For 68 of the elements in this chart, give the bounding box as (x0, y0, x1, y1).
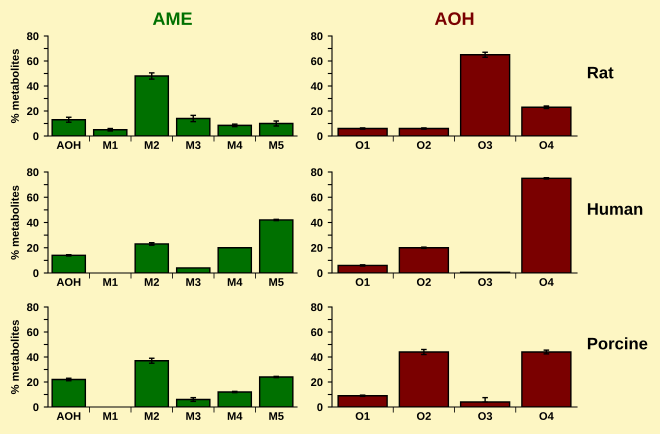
x-tick-label: M1 (103, 412, 118, 420)
x-tick-label: M3 (186, 412, 201, 420)
text: Porcine (588, 337, 648, 350)
text: Human (588, 203, 642, 215)
y-tick-label: 20 (27, 244, 39, 252)
y-axis-title: % metabolites (10, 49, 19, 124)
x-tick-label: O2 (416, 412, 431, 420)
y-tick-label: 0 (317, 132, 323, 140)
x-tick-label: O3 (478, 412, 492, 420)
y-tick-label: 80 (310, 32, 323, 40)
x-tick-label: O4 (539, 278, 554, 286)
x-tick-label: M3 (186, 278, 201, 286)
x-tick-label: O2 (416, 141, 431, 150)
x-tick-label: O4 (539, 412, 554, 420)
x-tick-label: M4 (228, 412, 242, 420)
y-tick-label: 40 (26, 353, 39, 362)
y-tick-label: 60 (311, 328, 323, 336)
y-tick-label: 0 (317, 269, 323, 278)
x-tick-label: AOH (56, 278, 80, 286)
x-tick-label: M5 (269, 141, 284, 150)
y-tick-label: 0 (33, 269, 39, 278)
y-tick-label: 60 (27, 328, 39, 336)
x-tick-label: O4 (539, 141, 554, 150)
x-tick-label: O1 (356, 278, 370, 286)
x-tick-label: O1 (356, 412, 370, 420)
y-tick-label: 60 (311, 57, 323, 66)
y-tick-label: 20 (311, 107, 323, 116)
y-axis-title: % metabolites (10, 186, 19, 260)
x-tick-label: M4 (228, 278, 242, 286)
x-tick-label: M3 (186, 141, 201, 150)
y-tick-label: 60 (311, 194, 323, 202)
x-tick-label: O3 (478, 278, 492, 286)
x-tick-label: M1 (103, 278, 118, 286)
y-tick-label: 0 (33, 132, 39, 140)
y-tick-label: 40 (310, 353, 323, 362)
y-tick-label: 20 (311, 378, 323, 386)
y-axis-title: % metabolites (10, 320, 19, 394)
y-tick-label: 80 (26, 32, 39, 40)
y-tick-label: 80 (26, 168, 39, 176)
y-tick-label: 60 (27, 57, 39, 66)
y-tick-label: 80 (26, 303, 39, 312)
x-tick-label: O3 (478, 141, 492, 150)
x-tick-label: M1 (103, 141, 118, 149)
text: Rat (588, 66, 614, 78)
y-tick-label: 60 (27, 194, 39, 202)
y-tick-label: 80 (310, 303, 323, 312)
x-tick-label: AOH (56, 412, 80, 420)
x-tick-label: M4 (228, 141, 242, 149)
x-tick-label: M2 (144, 141, 160, 149)
x-tick-label: M2 (144, 412, 160, 420)
x-tick-label: M5 (269, 412, 284, 420)
y-tick-label: 40 (26, 218, 39, 227)
x-tick-label: O1 (356, 141, 370, 150)
y-tick-label: 0 (33, 403, 39, 412)
y-tick-label: 40 (26, 82, 39, 90)
x-tick-label: AOH (56, 141, 80, 150)
chart-title: AOH (434, 12, 474, 26)
y-tick-label: 40 (310, 82, 323, 90)
x-tick-label: M2 (144, 278, 160, 286)
y-tick-label: 20 (27, 378, 39, 386)
x-tick-label: O2 (416, 278, 431, 286)
x-tick-label: M5 (269, 278, 284, 286)
chart-title: AME (152, 12, 192, 25)
y-tick-label: 20 (311, 244, 323, 252)
y-tick-label: 80 (310, 168, 323, 176)
y-tick-label: 40 (310, 218, 323, 227)
y-tick-label: 20 (27, 107, 39, 116)
y-tick-label: 0 (317, 403, 323, 412)
